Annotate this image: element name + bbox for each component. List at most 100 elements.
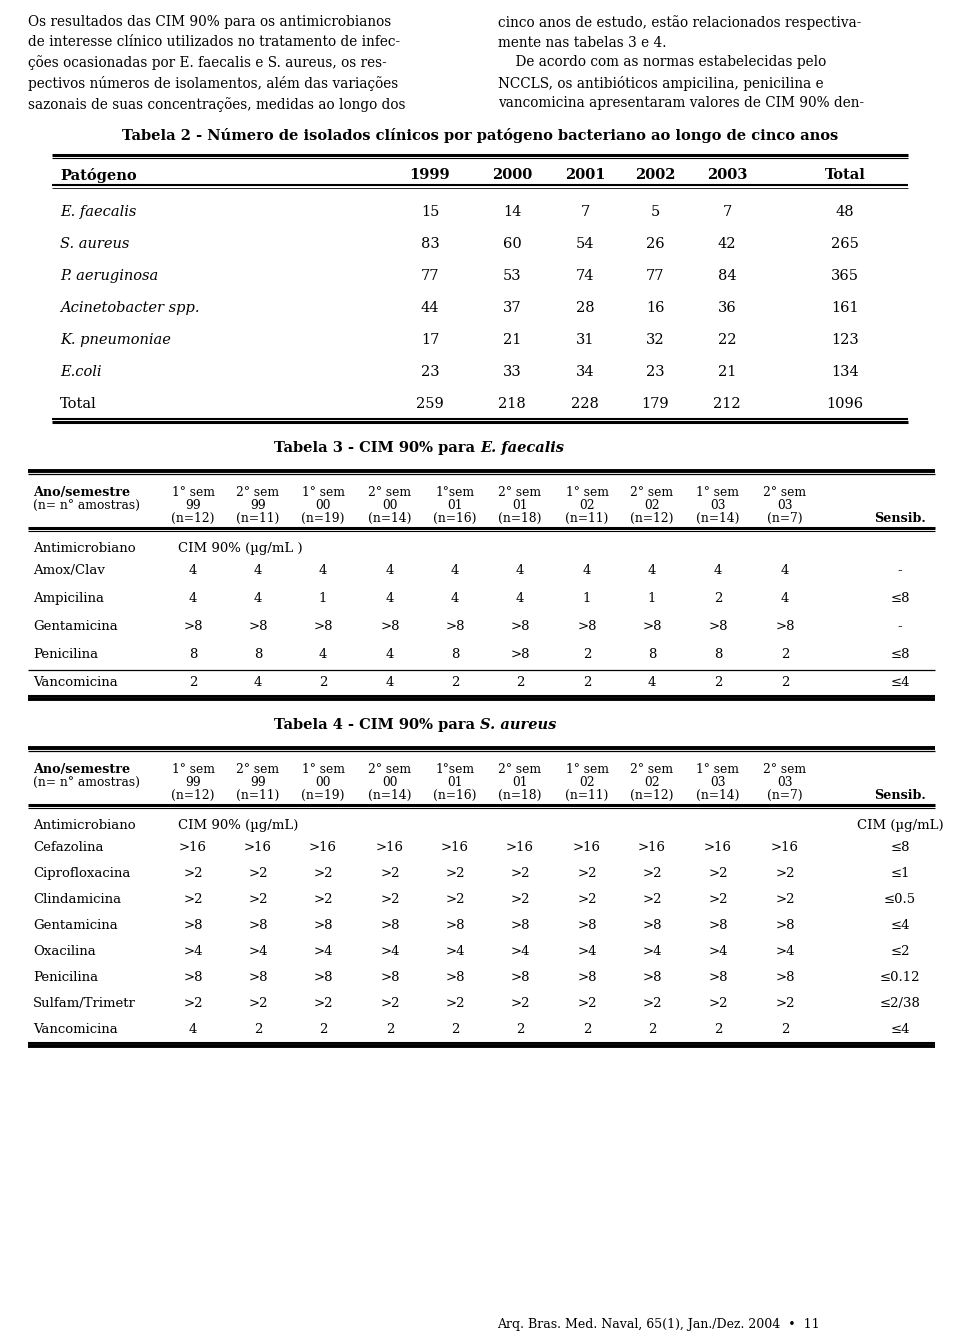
Text: 8: 8	[451, 649, 459, 661]
Text: 212: 212	[713, 397, 741, 411]
Text: >4: >4	[445, 945, 465, 958]
Text: Clindamicina: Clindamicina	[33, 892, 121, 906]
Text: 4: 4	[319, 649, 327, 661]
Text: 77: 77	[646, 269, 664, 283]
Text: 17: 17	[420, 334, 439, 347]
Text: 2: 2	[780, 1022, 789, 1036]
Text: 21: 21	[718, 364, 736, 379]
Text: >8: >8	[380, 972, 399, 984]
Text: >2: >2	[313, 892, 333, 906]
Text: 7: 7	[722, 205, 732, 218]
Text: 2° sem: 2° sem	[498, 486, 541, 498]
Text: 2000: 2000	[492, 168, 532, 182]
Text: 2° sem: 2° sem	[236, 762, 279, 776]
Text: cinco anos de estudo, estão relacionados respectiva-
mente nas tabelas 3 e 4.
  : cinco anos de estudo, estão relacionados…	[498, 15, 864, 110]
Text: 02: 02	[579, 776, 595, 789]
Text: (n=12): (n=12)	[631, 512, 674, 525]
Text: 8: 8	[648, 649, 657, 661]
Text: (n=16): (n=16)	[433, 512, 477, 525]
Text: >2: >2	[380, 892, 399, 906]
Text: >16: >16	[704, 842, 732, 854]
Text: >4: >4	[511, 945, 530, 958]
Text: 8: 8	[253, 649, 262, 661]
Text: 161: 161	[831, 302, 859, 315]
Text: 99: 99	[251, 498, 266, 512]
Text: 259: 259	[416, 397, 444, 411]
Text: >2: >2	[511, 867, 530, 880]
Text: >16: >16	[179, 842, 207, 854]
Text: -: -	[898, 564, 902, 578]
Text: (n= n° amostras): (n= n° amostras)	[33, 500, 140, 513]
Text: 4: 4	[648, 564, 657, 578]
Text: 00: 00	[382, 498, 397, 512]
Text: Tabela 3 - CIM 90% para: Tabela 3 - CIM 90% para	[274, 441, 480, 456]
Text: (n= n° amostras): (n= n° amostras)	[33, 777, 140, 791]
Text: CIM 90% (µg/mL): CIM 90% (µg/mL)	[178, 819, 299, 832]
Text: 1°sem: 1°sem	[436, 486, 474, 498]
Text: >16: >16	[244, 842, 272, 854]
Text: Arq. Bras. Med. Naval, 65(1), Jan./Dez. 2004  •  11: Arq. Bras. Med. Naval, 65(1), Jan./Dez. …	[497, 1319, 820, 1331]
Text: >4: >4	[708, 945, 728, 958]
Text: 4: 4	[516, 564, 524, 578]
Text: >8: >8	[708, 972, 728, 984]
Text: Vancomicina: Vancomicina	[33, 675, 118, 689]
Text: 84: 84	[718, 269, 736, 283]
Text: >8: >8	[511, 919, 530, 933]
Text: 1: 1	[648, 592, 657, 604]
Text: 15: 15	[420, 205, 439, 218]
Text: (n=12): (n=12)	[631, 789, 674, 803]
Text: >4: >4	[183, 945, 203, 958]
Text: >8: >8	[577, 919, 597, 933]
Text: Sensib.: Sensib.	[875, 512, 925, 525]
Text: >16: >16	[441, 842, 469, 854]
Text: >2: >2	[642, 867, 661, 880]
Text: >4: >4	[577, 945, 597, 958]
Text: (n=14): (n=14)	[369, 789, 412, 803]
Text: 2: 2	[319, 1022, 327, 1036]
Text: >8: >8	[708, 919, 728, 933]
Text: 4: 4	[189, 564, 197, 578]
Text: 00: 00	[315, 498, 331, 512]
Text: 2: 2	[714, 592, 722, 604]
Text: 2° sem: 2° sem	[498, 762, 541, 776]
Text: Gentamicina: Gentamicina	[33, 919, 118, 933]
Text: >16: >16	[506, 842, 534, 854]
Text: Total: Total	[825, 168, 865, 182]
Text: 14: 14	[503, 205, 521, 218]
Text: 1999: 1999	[410, 168, 450, 182]
Text: 26: 26	[646, 237, 664, 251]
Text: Cefazolina: Cefazolina	[33, 842, 104, 854]
Text: >2: >2	[776, 997, 795, 1010]
Text: Patógeno: Patógeno	[60, 168, 136, 184]
Text: 2° sem: 2° sem	[631, 762, 674, 776]
Text: >2: >2	[511, 997, 530, 1010]
Text: 2002: 2002	[635, 168, 675, 182]
Text: 1° sem: 1° sem	[172, 762, 214, 776]
Text: >8: >8	[249, 972, 268, 984]
Text: S. aureus: S. aureus	[60, 237, 130, 251]
Text: -: -	[898, 620, 902, 632]
Text: >2: >2	[183, 892, 203, 906]
Text: 01: 01	[447, 776, 463, 789]
Text: >8: >8	[776, 972, 795, 984]
Text: >8: >8	[511, 620, 530, 632]
Text: 03: 03	[778, 776, 793, 789]
Text: >16: >16	[573, 842, 601, 854]
Text: 01: 01	[513, 498, 528, 512]
Text: 2: 2	[583, 649, 591, 661]
Text: Amox/Clav: Amox/Clav	[33, 564, 105, 578]
Text: >4: >4	[642, 945, 661, 958]
Text: 1: 1	[583, 592, 591, 604]
Text: 2: 2	[451, 1022, 459, 1036]
Text: 2° sem: 2° sem	[369, 486, 412, 498]
Text: >8: >8	[313, 620, 333, 632]
Text: (n=11): (n=11)	[236, 789, 279, 803]
Text: 4: 4	[648, 675, 657, 689]
Text: 7: 7	[581, 205, 589, 218]
Text: 00: 00	[315, 776, 331, 789]
Text: >2: >2	[708, 867, 728, 880]
Text: ≤0.12: ≤0.12	[879, 972, 921, 984]
Text: ≤1: ≤1	[890, 867, 910, 880]
Text: 4: 4	[386, 592, 395, 604]
Text: Tabela 2 - Número de isolados clínicos por patógeno bacteriano ao longo de cinco: Tabela 2 - Número de isolados clínicos p…	[122, 129, 838, 143]
